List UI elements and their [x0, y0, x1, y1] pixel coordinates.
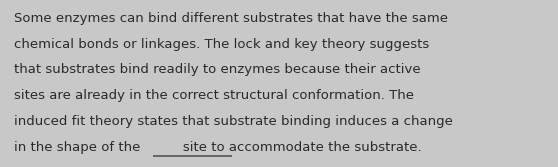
Text: in the shape of the          site to accommodate the substrate.: in the shape of the site to accommodate …	[14, 141, 422, 154]
Text: that substrates bind readily to enzymes because their active: that substrates bind readily to enzymes …	[14, 63, 421, 76]
Text: induced fit theory states that substrate binding induces a change: induced fit theory states that substrate…	[14, 115, 453, 128]
Text: chemical bonds or linkages. The lock and key theory suggests: chemical bonds or linkages. The lock and…	[14, 38, 429, 51]
Text: sites are already in the correct structural conformation. The: sites are already in the correct structu…	[14, 89, 414, 102]
Text: Some enzymes can bind different substrates that have the same: Some enzymes can bind different substrat…	[14, 12, 448, 25]
